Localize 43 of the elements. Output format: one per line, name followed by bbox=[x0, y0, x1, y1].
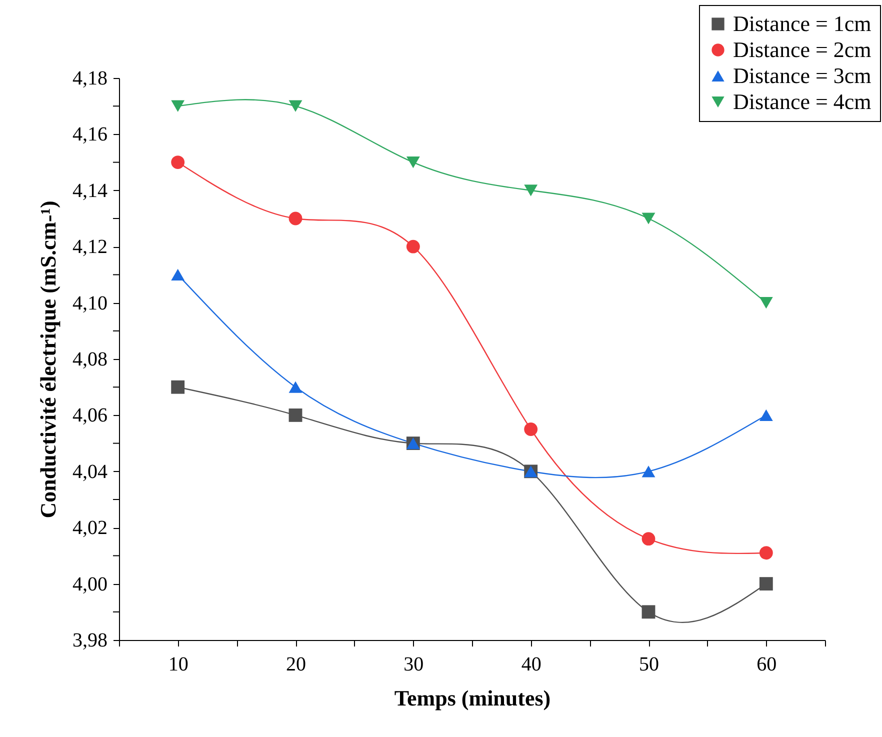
y-tick-label: 4,04 bbox=[72, 460, 108, 483]
legend-label: Distance = 2cm bbox=[733, 37, 872, 62]
point bbox=[171, 380, 185, 394]
point bbox=[642, 532, 656, 546]
legend-label: Distance = 3cm bbox=[733, 63, 872, 88]
y-tick-label: 3,98 bbox=[72, 630, 108, 652]
point bbox=[288, 408, 302, 422]
y-tick-label: 4,14 bbox=[72, 180, 108, 202]
y-tick-label: 4,18 bbox=[72, 68, 108, 90]
point bbox=[288, 212, 302, 226]
point bbox=[524, 184, 538, 196]
x-tick-label: 20 bbox=[286, 654, 306, 676]
point bbox=[406, 240, 420, 254]
point bbox=[759, 546, 773, 560]
point bbox=[171, 156, 185, 169]
x-tick-label: 10 bbox=[168, 654, 188, 676]
y-tick-label: 4,00 bbox=[72, 573, 108, 596]
y-tick-label: 4,06 bbox=[72, 404, 108, 427]
point bbox=[759, 409, 773, 422]
x-tick-label: 40 bbox=[521, 654, 542, 676]
point bbox=[759, 296, 773, 309]
x-tick-label: 60 bbox=[756, 654, 777, 676]
y-axis-title: Conductivité électrique (mS.cm-¹) bbox=[36, 200, 60, 518]
point bbox=[642, 212, 656, 224]
y-tick-label: 4,08 bbox=[72, 348, 108, 370]
x-tick-label: 30 bbox=[404, 654, 424, 676]
legend-label: Distance = 4cm bbox=[733, 89, 872, 114]
x-tick-label: 50 bbox=[639, 654, 659, 676]
point bbox=[171, 100, 185, 112]
point bbox=[288, 381, 302, 393]
y-tick-label: 4,16 bbox=[72, 124, 108, 146]
y-tick-label: 4,10 bbox=[72, 292, 108, 314]
y-tick-label: 4,02 bbox=[72, 517, 108, 540]
point bbox=[642, 466, 656, 478]
point bbox=[759, 577, 773, 591]
point bbox=[171, 268, 185, 281]
point bbox=[524, 422, 538, 436]
point bbox=[406, 156, 420, 168]
point bbox=[642, 605, 656, 619]
y-tick-label: 4,12 bbox=[72, 236, 108, 258]
legend-label: Distance = 1cm bbox=[733, 11, 872, 36]
x-axis-title: Temps (minutes) bbox=[394, 686, 551, 710]
point bbox=[288, 100, 302, 112]
